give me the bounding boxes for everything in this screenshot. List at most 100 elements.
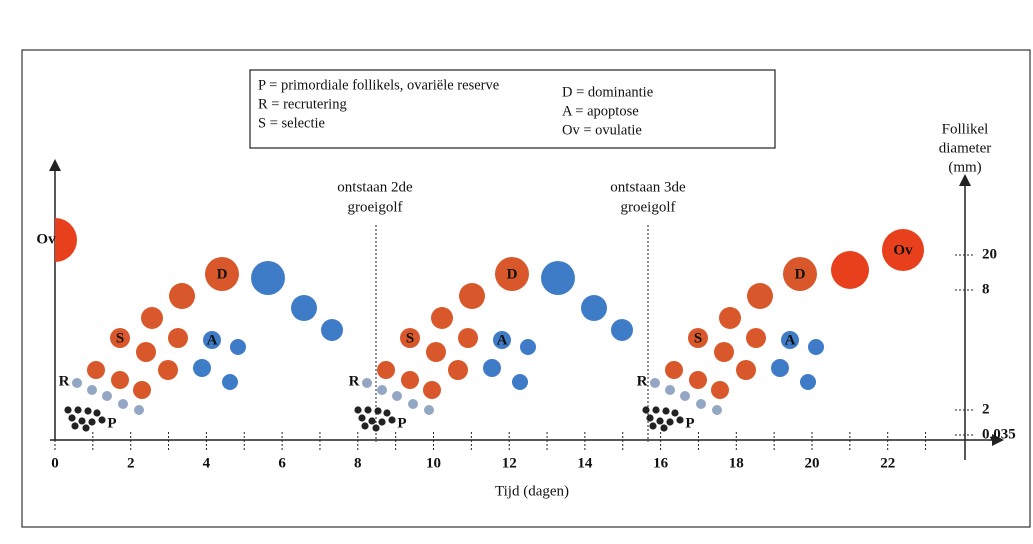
follicle: [781, 331, 799, 349]
follicle: [800, 374, 816, 390]
follicle: [493, 331, 511, 349]
primordial: [642, 406, 650, 414]
y-axis-label: diameter: [939, 140, 991, 156]
follicle: [712, 405, 722, 415]
primordial: [652, 406, 660, 414]
follicle: [458, 328, 478, 348]
legend-item: P = primordiale follikels, ovariële rese…: [258, 77, 499, 93]
annotation: groeigolf: [621, 199, 676, 215]
follicle: [495, 257, 529, 291]
follicle: [408, 399, 418, 409]
follicle: [459, 283, 485, 309]
follicle: [321, 319, 343, 341]
primordial: [84, 407, 92, 415]
y-tick-label: 0,035: [982, 426, 1016, 442]
follicle: [193, 359, 211, 377]
follicle: [714, 342, 734, 362]
annotation: ontstaan 2de: [337, 179, 413, 195]
primordial: [383, 409, 391, 417]
legend-item: Ov = ovulatie: [562, 122, 642, 138]
frame: [21, 49, 1031, 528]
x-tick-label: 0: [51, 455, 59, 471]
x-axis-label: Tijd (dagen): [495, 483, 569, 499]
marker: R: [59, 373, 70, 389]
follicle: [377, 385, 387, 395]
follicle: [169, 283, 195, 309]
annotation: ontstaan 3de: [610, 179, 686, 195]
primordial: [368, 417, 376, 425]
follicle: [203, 331, 221, 349]
marker: S: [694, 330, 702, 346]
follicle: [771, 359, 789, 377]
follicle: [808, 339, 824, 355]
legend-item: D = dominantie: [562, 84, 653, 100]
follicle: [423, 381, 441, 399]
primordial: [68, 414, 76, 422]
primordial: [82, 424, 90, 432]
marker: Ov: [36, 231, 56, 247]
primordial: [88, 418, 96, 426]
primordial: [388, 416, 396, 424]
follicle: [158, 360, 178, 380]
y-axis-label: (mm): [948, 159, 981, 175]
primordial: [656, 417, 664, 425]
marker: Ov: [893, 242, 913, 258]
primordial: [354, 406, 362, 414]
follicle: [377, 361, 395, 379]
follicle: [680, 391, 690, 401]
x-tick-label: 22: [880, 455, 895, 471]
x-tick-label: 16: [653, 455, 669, 471]
primordial: [372, 424, 380, 432]
marker: D: [217, 266, 228, 282]
follicle: [222, 374, 238, 390]
follicle: [746, 328, 766, 348]
marker: P: [397, 415, 406, 431]
follicle: [72, 378, 82, 388]
ovulation: [55, 218, 77, 262]
primordial: [98, 416, 106, 424]
marker: R: [637, 373, 648, 389]
follicle: [87, 361, 105, 379]
follicle: [136, 342, 156, 362]
primordial: [78, 417, 86, 425]
x-tick-label: 14: [577, 455, 593, 471]
x-tick-label: 8: [354, 455, 362, 471]
y-tick-label: 20: [982, 246, 997, 262]
marker: A: [497, 332, 508, 348]
primordial: [649, 422, 657, 430]
primordial: [646, 414, 654, 422]
follicle: [665, 361, 683, 379]
marker: D: [795, 266, 806, 282]
legend-box: [249, 69, 776, 149]
follicle: [251, 261, 285, 295]
follicle: [431, 307, 453, 329]
follicle: [711, 381, 729, 399]
marker: A: [785, 332, 796, 348]
follicle: [736, 360, 756, 380]
primordial: [378, 418, 386, 426]
x-tick-label: 12: [502, 455, 517, 471]
follicle: [541, 261, 575, 295]
x-tick-label: 20: [805, 455, 820, 471]
follicle: [401, 371, 419, 389]
follicle: [520, 339, 536, 355]
primordial: [666, 418, 674, 426]
follicle: [141, 307, 163, 329]
marker: S: [406, 330, 414, 346]
follicle: [424, 405, 434, 415]
primordial: [364, 406, 372, 414]
follicle: [696, 399, 706, 409]
x-tick-label: 10: [426, 455, 441, 471]
legend-item: S = selectie: [258, 115, 325, 131]
follicle: [111, 371, 129, 389]
primordial: [662, 407, 670, 415]
follicle: [426, 342, 446, 362]
legend-item: A = apoptose: [562, 103, 639, 119]
follicle: [448, 360, 468, 380]
follicle: [831, 251, 869, 289]
follicle: [392, 391, 402, 401]
marker: S: [116, 330, 124, 346]
follicle: [512, 374, 528, 390]
follicle: [230, 339, 246, 355]
